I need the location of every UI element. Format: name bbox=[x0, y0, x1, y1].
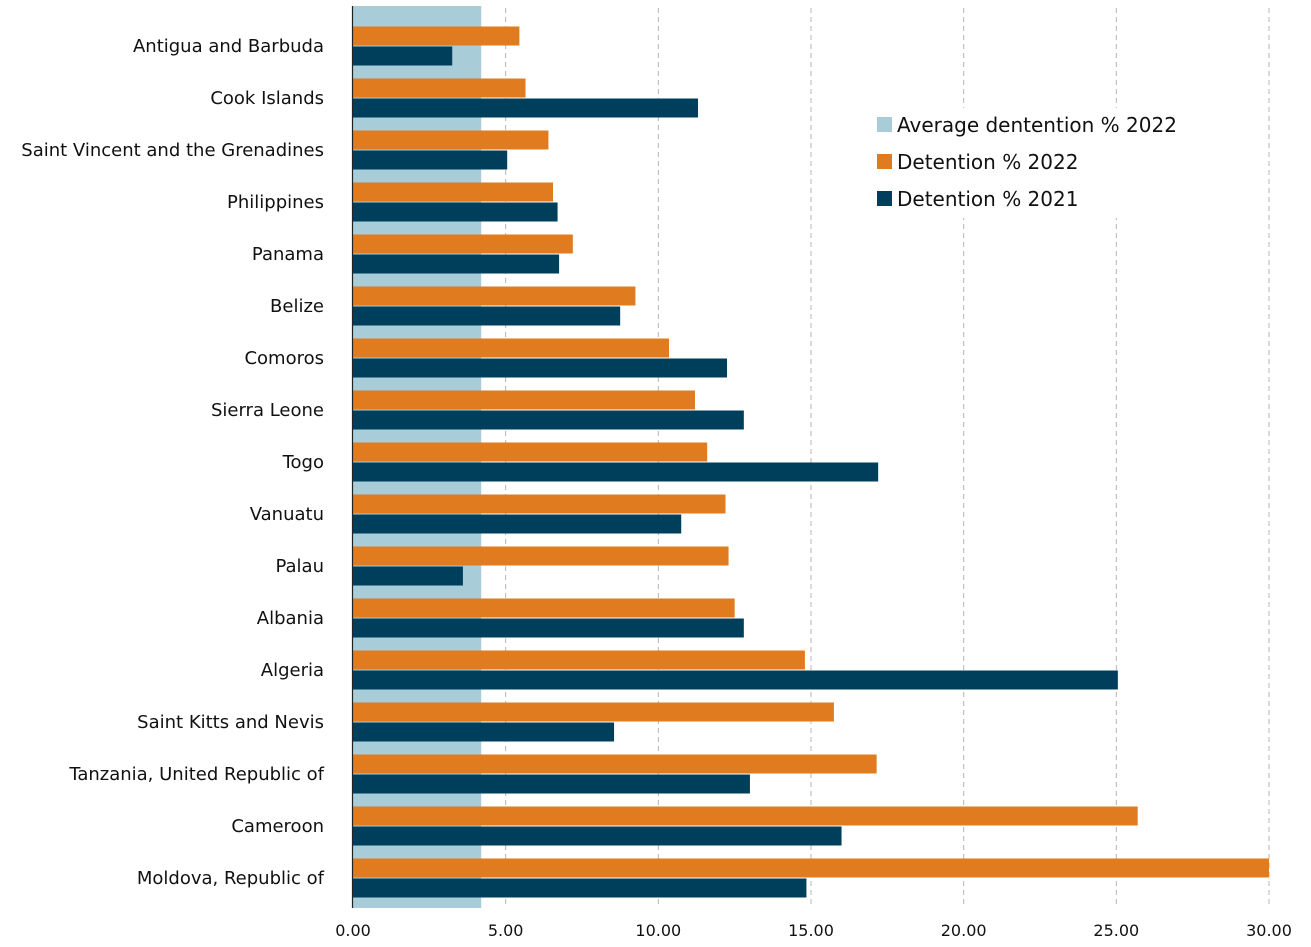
bar-detention-2022 bbox=[353, 650, 805, 670]
bar-detention-2022 bbox=[353, 598, 735, 618]
x-tick-label: 20.00 bbox=[941, 921, 987, 940]
legend-label: Average dentention % 2022 bbox=[897, 113, 1177, 137]
x-tick-label: 0.00 bbox=[335, 921, 371, 940]
bar-detention-2021 bbox=[353, 878, 807, 898]
bar-detention-2022 bbox=[353, 182, 553, 202]
bar-detention-2021 bbox=[353, 306, 621, 326]
bar-detention-2022 bbox=[353, 234, 573, 254]
category-label: Saint Vincent and the Grenadines bbox=[21, 140, 324, 161]
bar-detention-2022 bbox=[353, 390, 695, 410]
category-label: Algeria bbox=[261, 660, 324, 681]
bar-detention-2022 bbox=[353, 494, 726, 514]
bar-detention-2021 bbox=[353, 514, 682, 534]
bar-detention-2021 bbox=[353, 202, 558, 222]
category-labels: Antigua and Barbuda Cook Islands Saint Vin… bbox=[21, 36, 324, 889]
category-label: Albania bbox=[257, 608, 324, 629]
x-tick-label: 25.00 bbox=[1093, 921, 1139, 940]
bar-detention-2021 bbox=[353, 410, 744, 430]
bar-detention-2021 bbox=[353, 46, 453, 66]
bar-detention-2022 bbox=[353, 858, 1269, 878]
x-tick-label: 30.00 bbox=[1246, 921, 1292, 940]
category-label: Vanuatu bbox=[250, 504, 324, 525]
bar-detention-2021 bbox=[353, 566, 463, 586]
bar-detention-2021 bbox=[353, 150, 508, 170]
bar-detention-2021 bbox=[353, 358, 728, 378]
legend-swatch bbox=[877, 191, 892, 206]
category-label: Saint Kitts and Nevis bbox=[137, 712, 324, 733]
bar-detention-2021 bbox=[353, 462, 879, 482]
bar-detention-2021 bbox=[353, 774, 750, 794]
bar-detention-2022 bbox=[353, 546, 729, 566]
category-label: Togo bbox=[282, 452, 324, 473]
legend-label: Detention % 2022 bbox=[897, 150, 1078, 174]
category-label: Philippines bbox=[227, 192, 324, 213]
category-label: Tanzania, United Republic of bbox=[68, 764, 324, 785]
bar-detention-2022 bbox=[353, 78, 526, 98]
bar-detention-2021 bbox=[353, 98, 699, 118]
bar-detention-2022 bbox=[353, 130, 549, 150]
bar-detention-2022 bbox=[353, 442, 708, 462]
category-label: Sierra Leone bbox=[211, 400, 324, 421]
bars bbox=[353, 26, 1269, 898]
category-label: Antigua and Barbuda bbox=[133, 36, 324, 57]
x-tick-label: 10.00 bbox=[635, 921, 681, 940]
bar-detention-2022 bbox=[353, 286, 636, 306]
bar-detention-2021 bbox=[353, 670, 1118, 690]
bar-detention-2022 bbox=[353, 754, 877, 774]
x-tick-label: 15.00 bbox=[788, 921, 834, 940]
bar-detention-2022 bbox=[353, 338, 670, 358]
category-label: Moldova, Republic of bbox=[137, 868, 325, 889]
category-label: Panama bbox=[252, 244, 324, 265]
category-label: Comoros bbox=[244, 348, 324, 369]
x-tick-label: 5.00 bbox=[488, 921, 524, 940]
bar-detention-2022 bbox=[353, 26, 520, 46]
category-label: Cook Islands bbox=[210, 88, 324, 109]
bar-detention-2021 bbox=[353, 254, 560, 274]
legend-swatch bbox=[877, 117, 892, 132]
bar-detention-2021 bbox=[353, 618, 744, 638]
legend-swatch bbox=[877, 154, 892, 169]
bar-detention-2021 bbox=[353, 722, 615, 742]
x-tick-labels: 0.00 5.00 10.00 15.00 20.00 25.00 30.00 bbox=[335, 921, 1292, 940]
legend-background bbox=[866, 108, 1196, 218]
bar-detention-2022 bbox=[353, 702, 834, 722]
legend-label: Detention % 2021 bbox=[897, 187, 1078, 211]
bar-detention-2022 bbox=[353, 806, 1138, 826]
category-label: Belize bbox=[270, 296, 324, 317]
bar-detention-2021 bbox=[353, 826, 842, 846]
category-label: Palau bbox=[275, 556, 324, 577]
category-label: Cameroon bbox=[231, 816, 324, 837]
legend: Average dentention % 2022 Detention % 202… bbox=[866, 108, 1196, 218]
